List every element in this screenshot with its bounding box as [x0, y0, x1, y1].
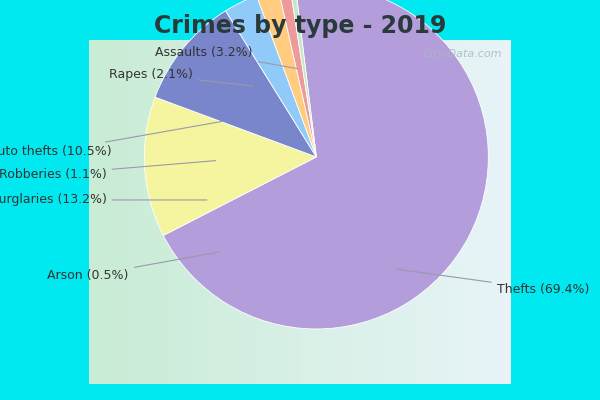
- Text: Rapes (2.1%): Rapes (2.1%): [109, 68, 253, 86]
- Text: Crimes by type - 2019: Crimes by type - 2019: [154, 14, 446, 38]
- Wedge shape: [226, 0, 316, 157]
- Text: Thefts (69.4%): Thefts (69.4%): [397, 269, 589, 296]
- Text: Auto thefts (10.5%): Auto thefts (10.5%): [0, 121, 223, 158]
- Wedge shape: [278, 0, 316, 157]
- Wedge shape: [290, 0, 316, 157]
- Wedge shape: [163, 0, 488, 329]
- Text: Burglaries (13.2%): Burglaries (13.2%): [0, 194, 207, 206]
- Text: City-Data.com: City-Data.com: [422, 49, 502, 59]
- Wedge shape: [145, 97, 316, 236]
- Wedge shape: [257, 0, 316, 157]
- Wedge shape: [155, 11, 316, 157]
- Text: Arson (0.5%): Arson (0.5%): [47, 252, 219, 282]
- Text: Robberies (1.1%): Robberies (1.1%): [0, 161, 215, 181]
- Text: Assaults (3.2%): Assaults (3.2%): [155, 46, 298, 69]
